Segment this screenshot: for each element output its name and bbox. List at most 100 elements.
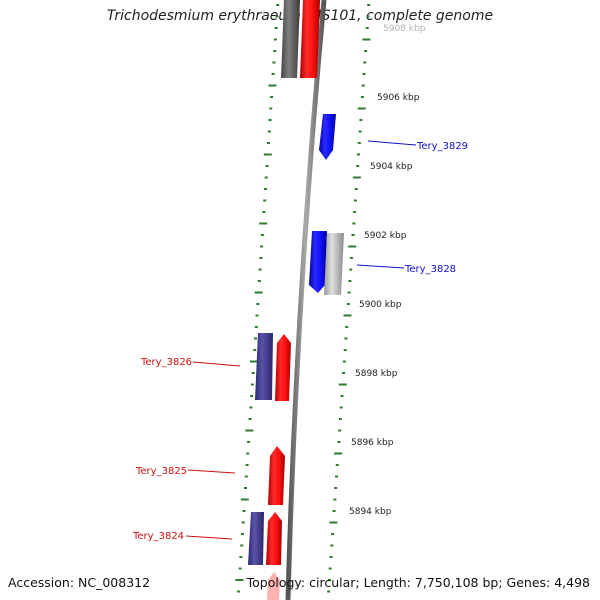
tick-mark — [362, 38, 371, 41]
tick-mark — [348, 245, 357, 248]
tick-mark — [244, 475, 248, 478]
tick-mark — [268, 84, 277, 87]
kbp-label: 5908 kbp — [383, 24, 426, 34]
gene-feature-tery-3828[interactable] — [324, 233, 344, 295]
tick-mark — [353, 199, 357, 202]
gene-feature-tery-3826[interactable] — [255, 333, 273, 400]
genome-backbone — [285, 0, 327, 600]
tick-mark — [338, 383, 347, 386]
tick-mark — [240, 498, 249, 501]
tick-mark — [363, 61, 367, 64]
tick-mark — [343, 314, 352, 317]
tick-mark — [257, 280, 261, 282]
gene-label-tery-3829[interactable]: Tery_3829 — [416, 141, 468, 152]
tick-mark — [249, 406, 253, 409]
label-connectors — [185, 140, 417, 540]
gene-feature-blue-3828[interactable] — [309, 231, 327, 293]
tick-mark — [250, 395, 254, 397]
gene-label-tery-3828[interactable]: Tery_3828 — [404, 264, 456, 275]
gene-feature-red-top[interactable] — [300, 0, 320, 78]
tick-mark — [344, 337, 348, 340]
tick-mark — [259, 222, 268, 225]
tick-mark — [361, 84, 365, 87]
gene-label-tery-3825[interactable]: Tery_3825 — [135, 466, 187, 477]
tick-mark — [348, 280, 352, 282]
tick-mark — [367, 4, 371, 6]
tick-mark — [329, 521, 338, 524]
tick-mark — [342, 360, 346, 363]
tick-mark — [357, 107, 366, 110]
tick-mark — [347, 291, 351, 294]
tick-mark — [343, 349, 347, 351]
left-tick-row — [235, 4, 280, 593]
gene-label-tery-3824[interactable]: Tery_3824 — [132, 531, 184, 542]
gene-feature-tery-3824[interactable] — [248, 512, 264, 565]
map-title: Trichodesmium erythraeum IMS101, complet… — [106, 8, 494, 24]
tick-mark — [349, 257, 353, 259]
tick-mark — [365, 27, 369, 29]
tick-mark — [342, 372, 346, 374]
tick-mark — [273, 38, 277, 41]
right-tick-row — [327, 4, 371, 593]
tick-mark — [351, 234, 355, 236]
tick-mark — [254, 291, 263, 294]
tick-mark — [251, 372, 255, 374]
tick-mark — [241, 521, 245, 524]
kbp-labels: 5908 kbp 5906 kbp 5904 kbp 5902 kbp 5900… — [349, 24, 426, 517]
kbp-label: 5900 kbp — [359, 300, 402, 310]
tick-mark — [240, 544, 244, 547]
tick-mark — [346, 303, 350, 305]
tick-mark — [260, 234, 264, 236]
tick-mark — [265, 165, 269, 167]
tick-mark — [345, 326, 349, 328]
tick-mark — [358, 130, 362, 133]
tick-mark — [331, 533, 335, 535]
tick-mark — [244, 487, 247, 489]
tick-mark — [262, 211, 266, 213]
tick-mark — [255, 314, 259, 317]
tick-mark — [270, 96, 274, 98]
tick-mark — [329, 556, 333, 558]
tick-mark — [248, 418, 252, 420]
tick-mark — [246, 452, 250, 455]
gene-feature-bottom-stub — [267, 572, 280, 600]
tick-mark — [273, 50, 277, 52]
tick-mark — [250, 383, 254, 386]
tick-mark — [335, 464, 339, 466]
tick-mark — [340, 395, 344, 397]
tick-mark — [352, 176, 361, 179]
tick-mark — [242, 510, 246, 512]
tick-mark — [334, 487, 338, 489]
tick-mark — [256, 303, 260, 305]
tick-mark — [338, 418, 342, 420]
tick-mark — [237, 590, 241, 593]
gene-feature-tery-3825[interactable] — [268, 446, 285, 505]
tick-mark — [339, 406, 343, 409]
tick-mark — [349, 268, 353, 271]
tick-mark — [254, 326, 258, 328]
kbp-label: 5906 kbp — [377, 93, 420, 103]
tick-mark — [360, 96, 364, 98]
tick-mark — [260, 245, 264, 248]
tick-mark — [250, 360, 258, 363]
tick-mark — [332, 510, 336, 512]
tick-mark — [264, 176, 268, 179]
gene-feature-tery-3829[interactable] — [319, 114, 336, 160]
gene-feature-red-3824[interactable] — [266, 512, 282, 565]
tick-mark — [264, 188, 267, 190]
kbp-label: 5904 kbp — [370, 162, 413, 172]
tick-mark — [334, 452, 343, 455]
tick-mark — [267, 130, 271, 133]
tick-mark — [253, 349, 257, 351]
kbp-label: 5896 kbp — [351, 438, 394, 448]
tick-mark — [263, 199, 267, 202]
tick-mark — [259, 257, 263, 259]
gene-feature-gray-top[interactable] — [281, 0, 300, 78]
gene-label-tery-3826[interactable]: Tery_3826 — [140, 357, 192, 368]
tick-mark — [269, 107, 273, 110]
tick-mark — [245, 464, 249, 466]
gene-feature-red-3826[interactable] — [275, 334, 291, 401]
tick-mark — [235, 579, 244, 581]
tick-mark — [239, 556, 243, 558]
